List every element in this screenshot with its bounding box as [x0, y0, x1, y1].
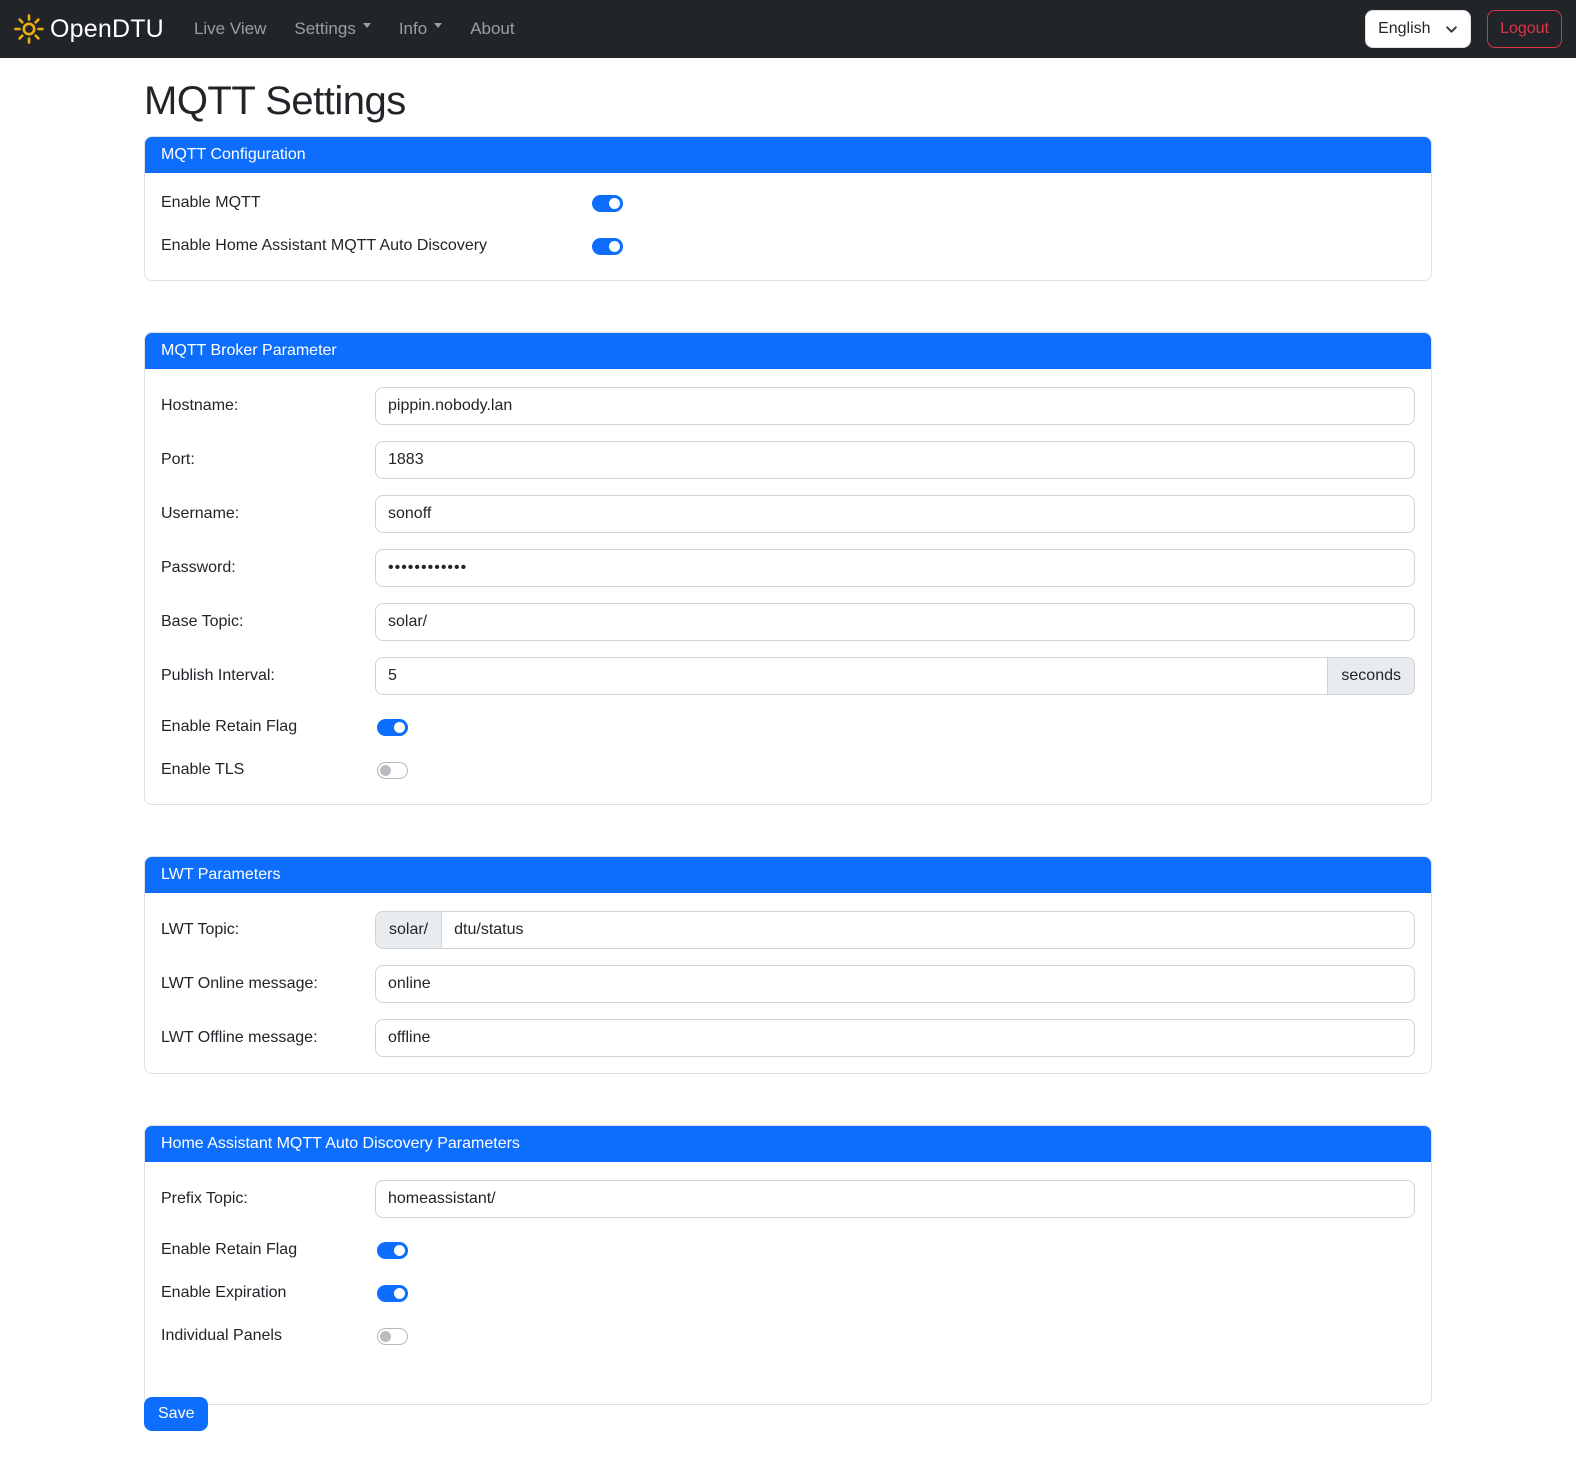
- card-header: Home Assistant MQTT Auto Discovery Param…: [145, 1126, 1431, 1162]
- page-title: MQTT Settings: [144, 79, 406, 123]
- language-select[interactable]: English: [1365, 10, 1472, 48]
- setting-label: Enable TLS: [161, 761, 245, 778]
- brand-label: OpenDTU: [50, 14, 164, 43]
- field-label: LWT Topic:: [161, 921, 240, 938]
- field-label: LWT Offline message:: [161, 1029, 318, 1046]
- field-label: Port:: [161, 451, 195, 468]
- enable-hass-discovery-toggle[interactable]: [592, 237, 623, 255]
- setting-row-hass-expiration: Enable Expiration: [161, 1281, 1415, 1305]
- publish-interval-unit: seconds: [1328, 657, 1415, 695]
- brand[interactable]: OpenDTU: [14, 14, 164, 44]
- field-row-port: Port:: [161, 441, 1415, 479]
- username-input[interactable]: [375, 495, 1415, 533]
- field-label: Prefix Topic:: [161, 1190, 248, 1207]
- setting-label: Individual Panels: [161, 1327, 282, 1344]
- field-row-publish-interval: Publish Interval: seconds: [161, 657, 1415, 695]
- setting-label: Enable Retain Flag: [161, 718, 298, 735]
- lwt-topic-input[interactable]: [441, 911, 1415, 949]
- setting-row-enable-tls: Enable TLS: [161, 758, 1415, 782]
- sun-icon: [14, 14, 44, 44]
- setting-label: Enable Home Assistant MQTT Auto Discover…: [161, 237, 488, 254]
- card-mqtt-configuration: MQTT Configuration Enable MQTT Enable Ho…: [144, 136, 1432, 281]
- save-button[interactable]: Save: [144, 1397, 209, 1431]
- card-header: MQTT Broker Parameter: [145, 333, 1431, 369]
- individual-panels-toggle[interactable]: [377, 1327, 408, 1345]
- publish-interval-input[interactable]: [375, 657, 1329, 695]
- card-hass-parameters: Home Assistant MQTT Auto Discovery Param…: [144, 1125, 1432, 1405]
- top-navbar: OpenDTU Live View Settings Info About En…: [0, 0, 1576, 58]
- setting-row-enable-hass-discovery: Enable Home Assistant MQTT Auto Discover…: [161, 234, 1415, 258]
- hostname-input[interactable]: [375, 387, 1415, 425]
- password-input[interactable]: [375, 549, 1415, 587]
- field-label: Username:: [161, 505, 240, 522]
- base-topic-input[interactable]: [375, 603, 1415, 641]
- logout-button[interactable]: Logout: [1487, 10, 1562, 48]
- setting-label: Enable Retain Flag: [161, 1241, 298, 1258]
- card-mqtt-broker-parameter: MQTT Broker Parameter Hostname: Port: Us…: [144, 332, 1432, 805]
- field-label: Base Topic:: [161, 613, 244, 630]
- nav-item-settings[interactable]: Settings: [282, 11, 382, 47]
- port-input[interactable]: [375, 441, 1415, 479]
- nav-item-live-view[interactable]: Live View: [193, 19, 267, 38]
- setting-label: Enable Expiration: [161, 1284, 287, 1301]
- tls-toggle[interactable]: [377, 761, 408, 779]
- setting-row-hass-retain: Enable Retain Flag: [161, 1238, 1415, 1262]
- field-row-prefix-topic: Prefix Topic:: [161, 1180, 1415, 1218]
- hass-expiration-toggle[interactable]: [377, 1284, 408, 1302]
- setting-row-individual-panels: Individual Panels: [161, 1324, 1415, 1348]
- card-lwt-parameters: LWT Parameters LWT Topic: solar/ LWT Onl…: [144, 856, 1432, 1074]
- field-label: Hostname:: [161, 397, 239, 414]
- field-row-lwt-offline: LWT Offline message:: [161, 1019, 1415, 1057]
- lwt-topic-prefix: solar/: [375, 911, 442, 949]
- hass-retain-flag-toggle[interactable]: [377, 1241, 408, 1259]
- field-label: Publish Interval:: [161, 667, 275, 684]
- setting-row-enable-mqtt: Enable MQTT: [161, 191, 1415, 215]
- field-label: Password:: [161, 559, 236, 576]
- field-row-lwt-online: LWT Online message:: [161, 965, 1415, 1003]
- select-chevron-icon: [1445, 23, 1458, 36]
- field-row-username: Username:: [161, 495, 1415, 533]
- field-row-password: Password:: [161, 549, 1415, 587]
- nav-item-info[interactable]: Info: [387, 11, 454, 47]
- nav-item-about[interactable]: About: [470, 19, 515, 38]
- prefix-topic-input[interactable]: [375, 1180, 1415, 1218]
- dropdown-caret-icon: [434, 23, 443, 32]
- card-header: MQTT Configuration: [145, 137, 1431, 173]
- dropdown-caret-icon: [362, 23, 371, 32]
- field-label: LWT Online message:: [161, 975, 318, 992]
- retain-flag-toggle[interactable]: [377, 718, 408, 736]
- field-row-hostname: Hostname:: [161, 387, 1415, 425]
- field-row-base-topic: Base Topic:: [161, 603, 1415, 641]
- enable-mqtt-toggle[interactable]: [592, 194, 623, 212]
- nav-links: Live View Settings Info About: [182, 11, 1365, 47]
- setting-row-enable-retain: Enable Retain Flag: [161, 715, 1415, 739]
- language-select-value: English: [1378, 20, 1431, 37]
- setting-label: Enable MQTT: [161, 194, 261, 211]
- navbar-right: English Logout: [1365, 10, 1562, 48]
- field-row-lwt-topic: LWT Topic: solar/: [161, 911, 1415, 949]
- card-header: LWT Parameters: [145, 857, 1431, 893]
- lwt-online-input[interactable]: [375, 965, 1415, 1003]
- lwt-offline-input[interactable]: [375, 1019, 1415, 1057]
